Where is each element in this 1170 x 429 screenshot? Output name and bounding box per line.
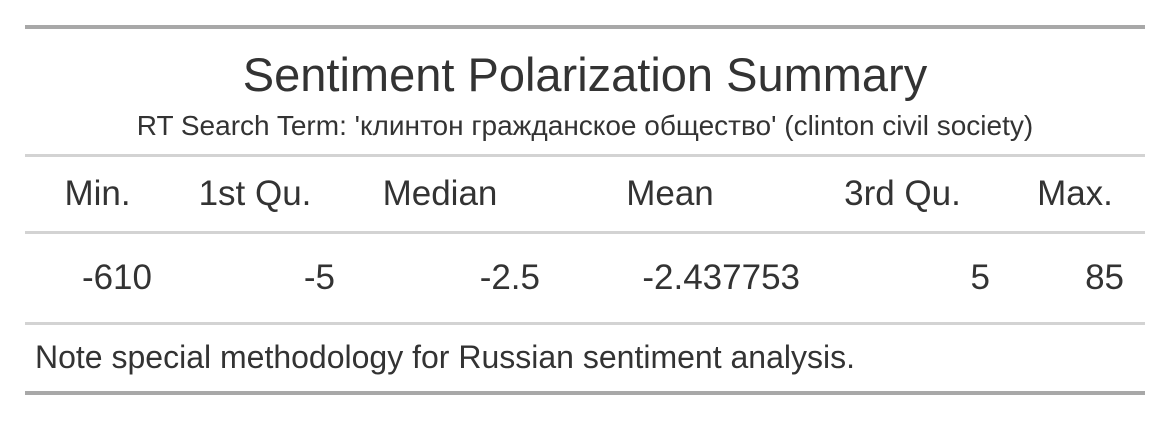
column-header-mean: Mean [626, 174, 714, 213]
cell-3rd-qu: 5 [970, 258, 990, 297]
column-header-min: Min. [64, 174, 131, 213]
cell-max: 85 [1085, 258, 1124, 297]
cell-min: -610 [81, 258, 152, 297]
table-header-row: Min. 1st Qu. Median Mean 3rd Qu. Max. [25, 157, 1145, 233]
table-subtitle: RT Search Term: 'клинтон гражданское общ… [136, 110, 1034, 141]
cell-mean: -2.437753 [642, 258, 800, 297]
bottom-rule [25, 391, 1145, 395]
top-rule [25, 25, 1145, 29]
column-header-median: Median [382, 174, 498, 213]
summary-table-container: Sentiment Polarization Summary RT Search… [25, 25, 1145, 395]
table-title: Sentiment Polarization Summary [242, 48, 928, 101]
cell-median: -2.5 [479, 258, 540, 297]
table-footnote: Note special methodology for Russian sen… [35, 339, 855, 375]
column-header-3rd-qu: 3rd Qu. [844, 174, 961, 213]
cell-1st-qu: -5 [303, 258, 335, 297]
column-header-1st-qu: 1st Qu. [198, 174, 312, 213]
header-rule [25, 154, 1145, 157]
column-header-max: Max. [1037, 174, 1113, 213]
table-row: -610 -5 -2.5 -2.437753 5 85 [25, 233, 1145, 324]
summary-table: Min. 1st Qu. Median Mean 3rd Qu. Max. -6… [25, 157, 1145, 325]
